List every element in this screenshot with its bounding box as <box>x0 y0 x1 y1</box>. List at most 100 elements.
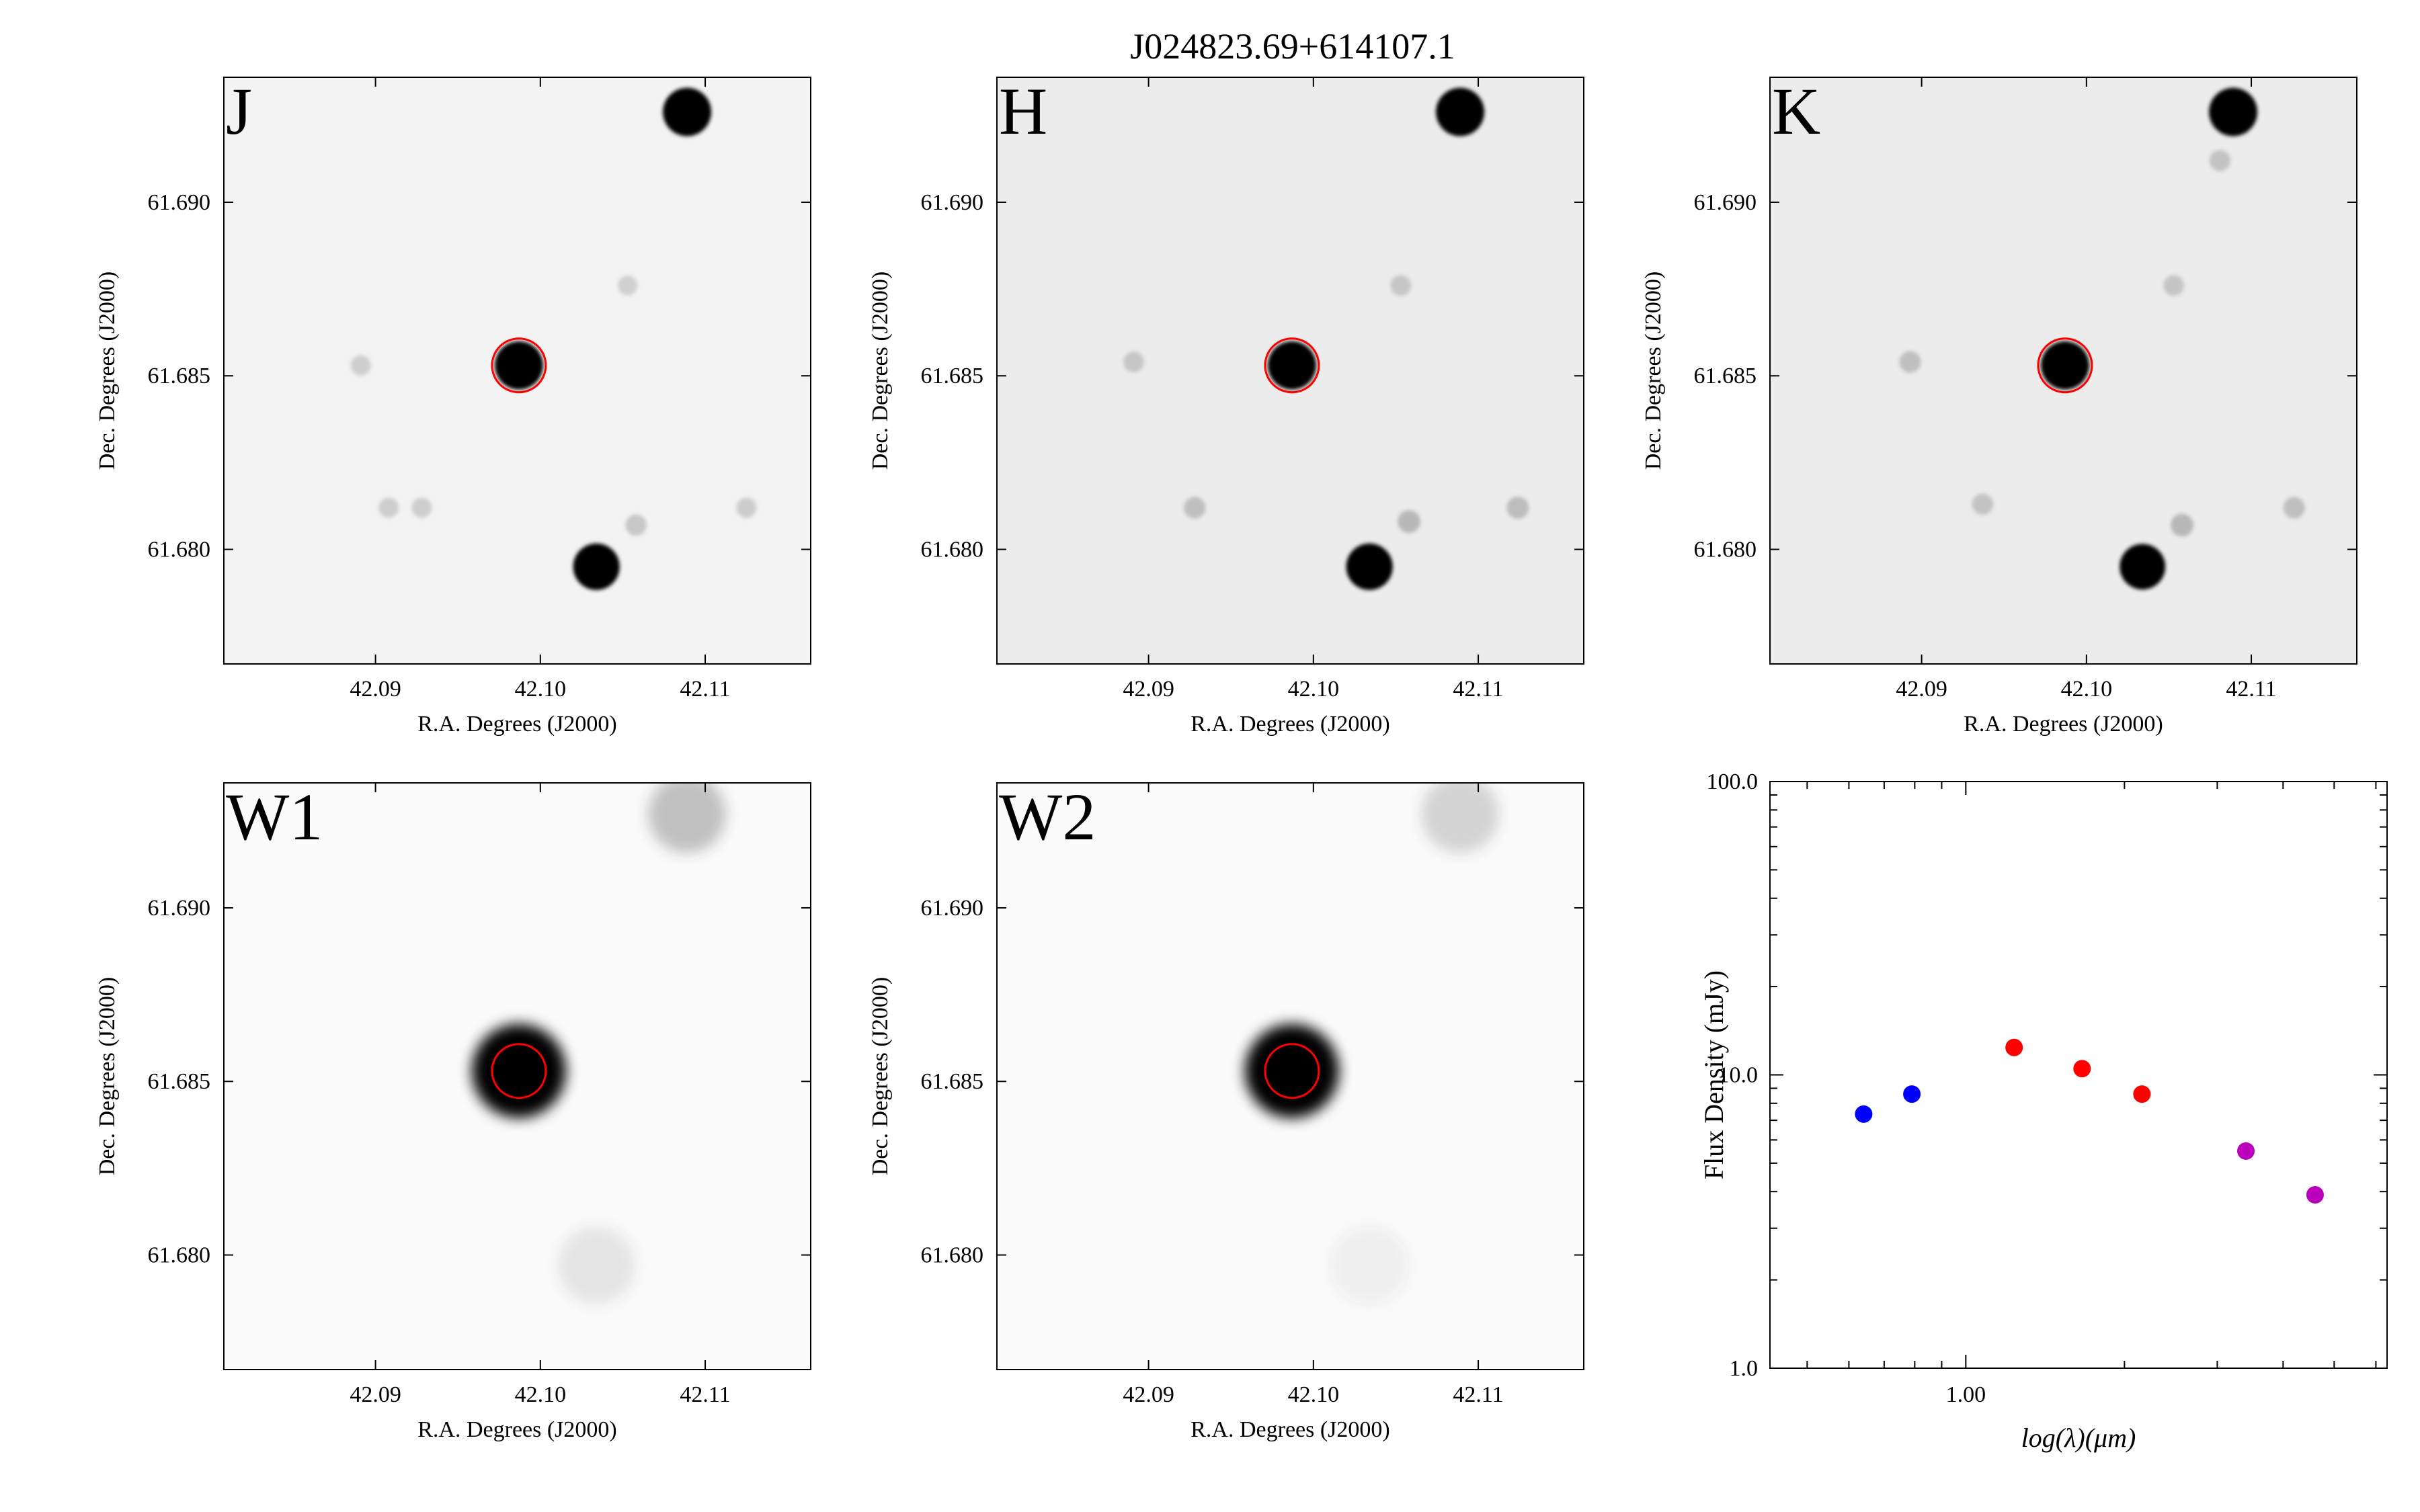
y-tick-label: 61.680 <box>921 538 984 562</box>
source <box>1390 275 1412 296</box>
y-tick-label: 61.685 <box>921 364 984 388</box>
x-tick-label: 42.11 <box>1453 677 1503 702</box>
source <box>2209 150 2231 171</box>
source <box>1506 497 1529 519</box>
source <box>1267 341 1316 390</box>
x-tick-label: 42.10 <box>1288 677 1340 702</box>
x-tick-label: 42.09 <box>350 1382 401 1407</box>
y-tick-label: 61.685 <box>148 364 211 388</box>
source <box>350 355 371 376</box>
x-tick-label: 42.09 <box>1896 677 1947 702</box>
source <box>1346 543 1393 590</box>
x-tick-label: 42.10 <box>1288 1382 1340 1407</box>
x-tick-label: 42.10 <box>515 1382 567 1407</box>
source <box>573 543 620 590</box>
source <box>1972 493 1994 515</box>
x-tick-label: 42.09 <box>350 677 401 702</box>
band-label: H <box>999 74 1047 149</box>
image-frame <box>996 782 1584 1370</box>
panel-w2: 42.09 42.10 42.11 61.690 61.685 61.680 R.A. De… <box>868 780 1584 1442</box>
figure-title: J024823.69+614107.1 <box>1130 26 1455 67</box>
x-tick-label: 1.00 <box>1946 1382 1986 1407</box>
y-tick-label: 1.0 <box>1730 1356 1759 1381</box>
sources <box>1244 783 1500 1305</box>
sources <box>350 87 757 590</box>
band-label: K <box>1772 74 1820 149</box>
y-tick-label: 61.680 <box>148 538 211 562</box>
x-tick-label: 42.10 <box>515 677 567 702</box>
data-point <box>2005 1038 2023 1056</box>
y-tick-label: 61.685 <box>1694 364 1757 388</box>
data-point <box>2237 1142 2255 1160</box>
data-point <box>2306 1186 2324 1204</box>
source <box>1123 351 1144 372</box>
source <box>2120 544 2166 590</box>
x-axis-label: log(λ)(μm) <box>2021 1423 2136 1453</box>
target-circle <box>491 337 547 394</box>
x-tick-label: 42.11 <box>680 677 730 702</box>
x-tick-label: 42.11 <box>2226 677 2276 702</box>
x-tick-label: 42.09 <box>1123 1382 1174 1407</box>
image-frame <box>1769 77 2357 665</box>
data-point <box>2073 1060 2091 1078</box>
target-circle <box>1264 1043 1320 1099</box>
source <box>2171 513 2194 537</box>
panel-k: 42.09 42.10 42.11 61.690 61.685 61.680 R.A. De… <box>1641 74 2357 737</box>
panel-h: 42.09 42.10 42.11 61.690 61.685 61.680 R.A. De… <box>868 74 1584 737</box>
y-tick-label: 100.0 <box>1707 769 1759 794</box>
data-point <box>1855 1105 1873 1123</box>
panel-w1: 42.09 42.10 42.11 61.690 61.685 61.680 R.A. De… <box>95 780 811 1442</box>
sources <box>1899 87 2306 590</box>
source <box>1184 497 1206 519</box>
source <box>618 276 638 296</box>
target-circle <box>2037 337 2093 394</box>
source <box>1330 1226 1409 1305</box>
band-label: W1 <box>226 780 323 854</box>
y-tick-label: 61.690 <box>921 190 984 215</box>
x-axis-label: R.A. Degrees (J2000) <box>1964 712 2163 737</box>
source <box>378 497 399 518</box>
sources <box>471 783 727 1305</box>
y-axis-label: Flux Density (mJy) <box>1699 970 1729 1179</box>
source <box>1436 87 1485 136</box>
source <box>648 783 727 853</box>
y-axis-label: Dec. Degrees (J2000) <box>1641 271 1666 470</box>
source <box>1244 1023 1339 1118</box>
sources <box>1123 87 1529 590</box>
y-tick-label: 61.680 <box>921 1243 984 1268</box>
source <box>411 497 432 518</box>
source <box>1899 351 1921 373</box>
source <box>2209 87 2258 136</box>
y-tick-label: 61.685 <box>921 1069 984 1094</box>
x-tick-label: 42.09 <box>1123 677 1174 702</box>
y-tick-label: 61.690 <box>148 896 211 921</box>
source <box>1421 783 1500 853</box>
x-axis-label: R.A. Degrees (J2000) <box>1191 1417 1390 1442</box>
x-axis-label: R.A. Degrees (J2000) <box>417 1417 617 1442</box>
image-frame <box>996 77 1584 665</box>
y-tick-label: 61.690 <box>921 896 984 921</box>
x-tick-label: 42.11 <box>680 1382 730 1407</box>
panels: 42.09 42.10 42.11 61.690 61.685 61.680 R.A. De… <box>95 74 2388 1453</box>
target-circle <box>1264 337 1320 394</box>
y-tick-label: 61.690 <box>1694 190 1757 215</box>
source <box>625 514 647 536</box>
y-tick-label: 61.680 <box>148 1243 211 1268</box>
band-label: W2 <box>999 780 1096 854</box>
source <box>2163 275 2185 296</box>
source <box>2040 341 2089 390</box>
y-axis-label: Dec. Degrees (J2000) <box>868 977 893 1176</box>
panel-sed: 100.0 10.0 1.0 1.00 log(λ)(μm) Flux Density (… <box>1699 769 2388 1453</box>
target-circle <box>491 1043 547 1099</box>
source <box>494 341 543 390</box>
image-frame <box>223 77 811 665</box>
x-tick-label: 42.11 <box>1453 1382 1503 1407</box>
source <box>1398 510 1421 534</box>
y-axis-label: Dec. Degrees (J2000) <box>95 271 120 470</box>
source <box>557 1226 636 1305</box>
source <box>736 497 757 518</box>
x-axis-label: R.A. Degrees (J2000) <box>1191 712 1390 737</box>
x-tick-label: 42.10 <box>2061 677 2113 702</box>
y-tick-label: 61.680 <box>1694 538 1757 562</box>
